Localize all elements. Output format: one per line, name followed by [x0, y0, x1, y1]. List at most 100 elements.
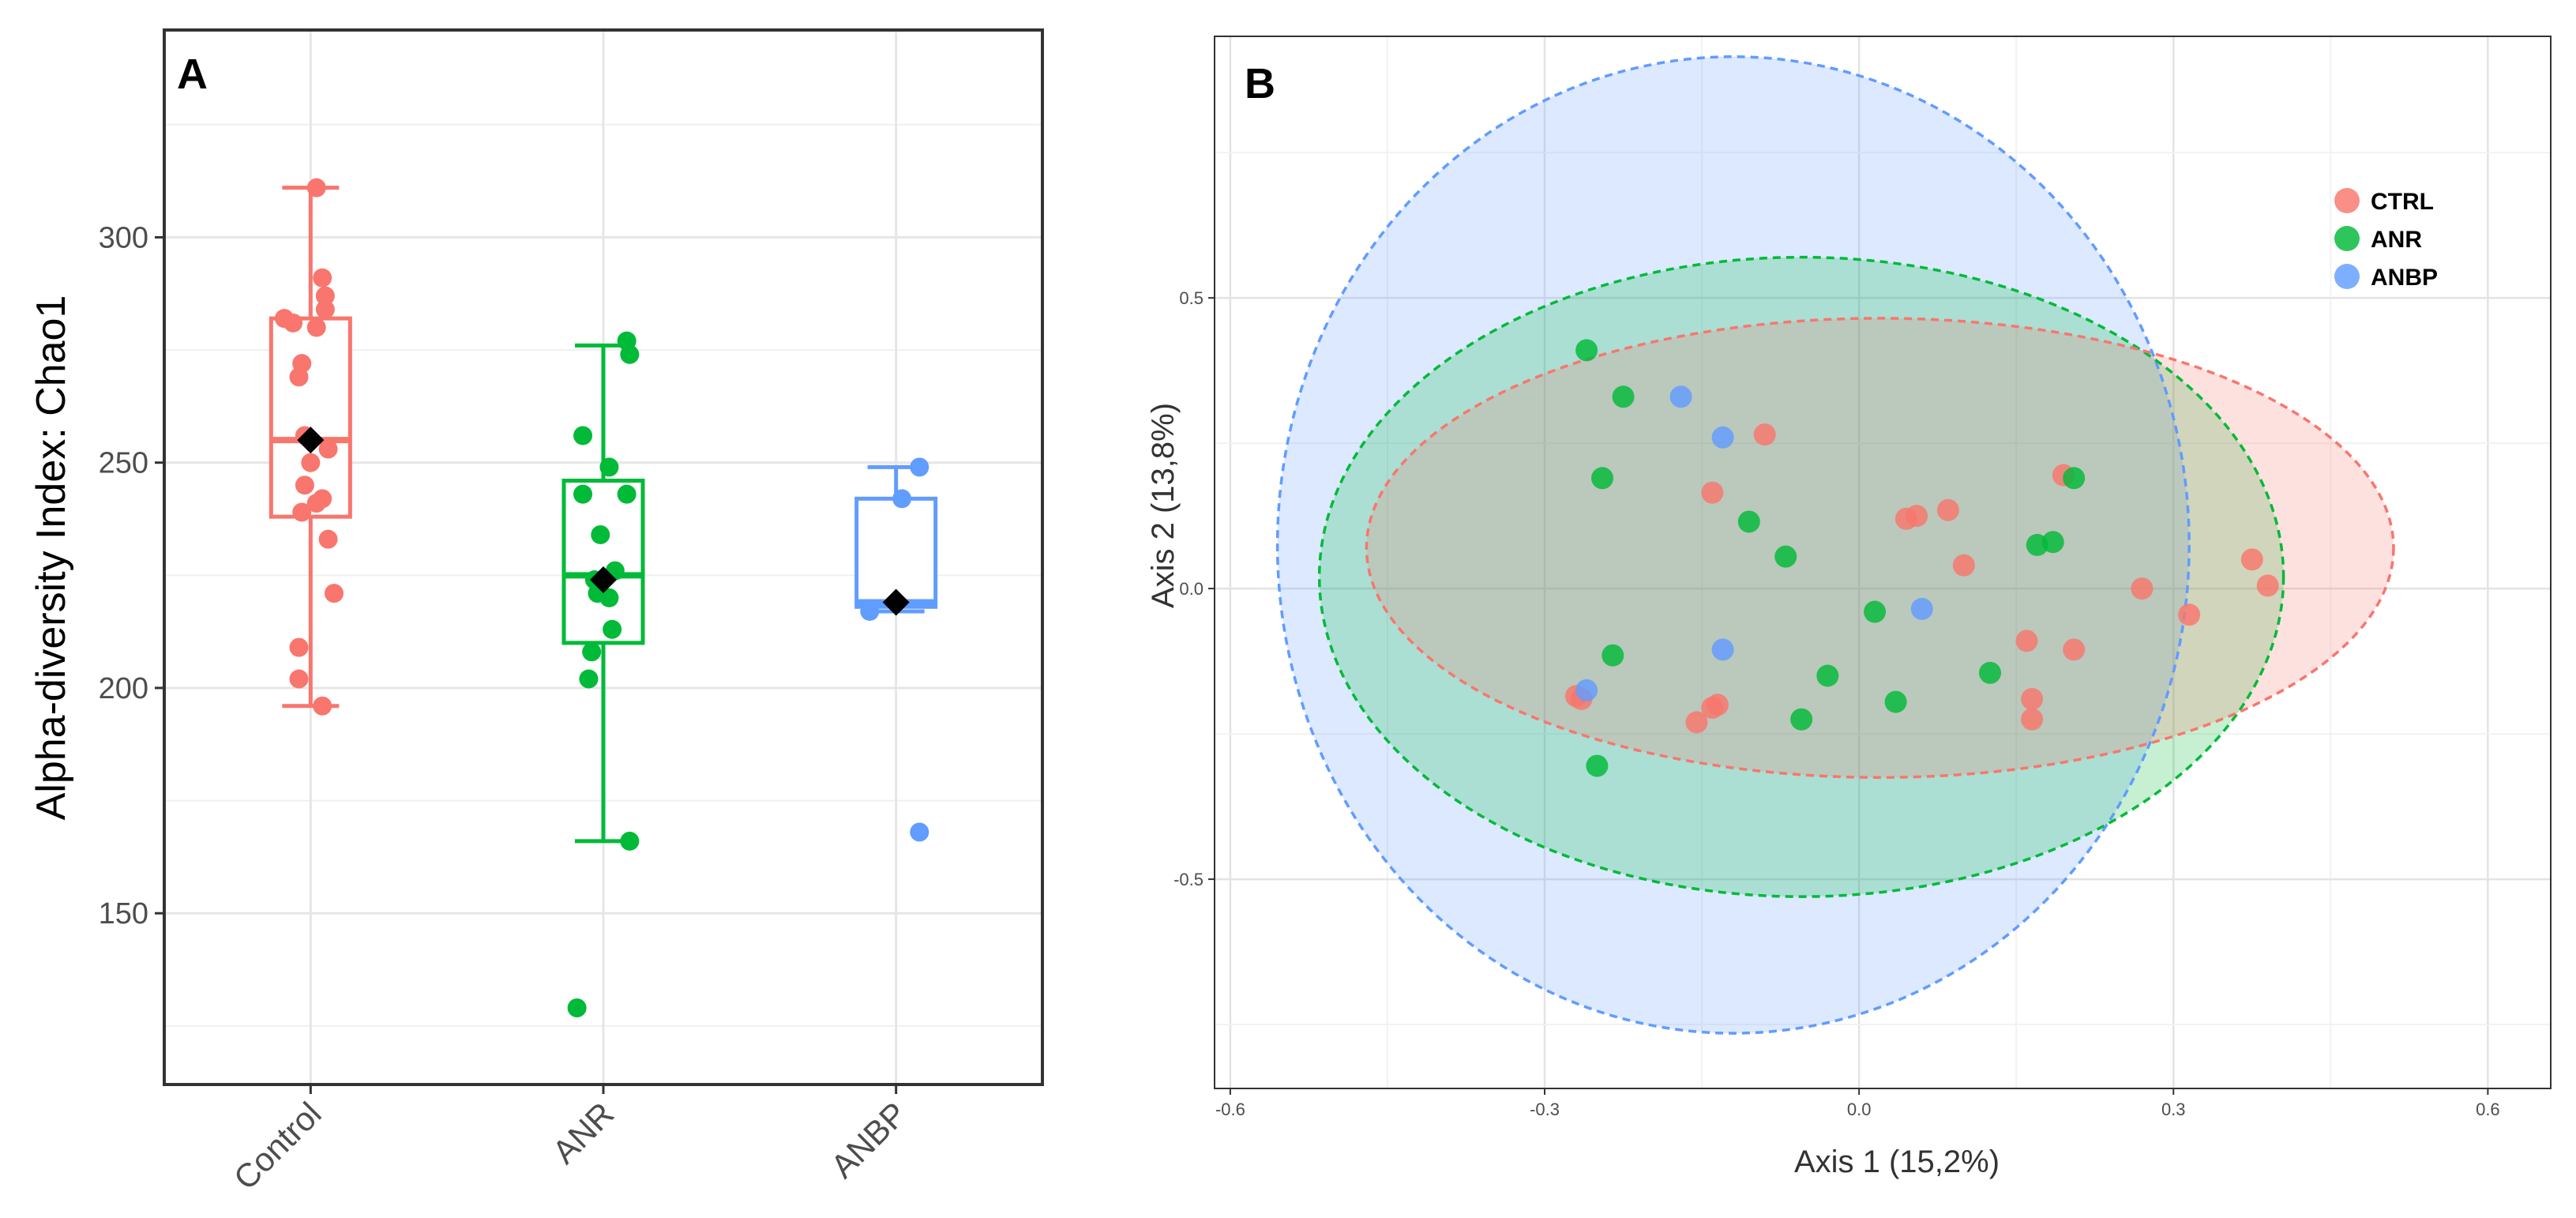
panel-a-point — [295, 476, 314, 495]
panel-b-border — [1214, 36, 2552, 1089]
panel-b-x-tick-label: -0.6 — [1215, 1100, 1245, 1119]
panel-b-y-tick-label: -0.5 — [1173, 870, 1204, 889]
panel-b-point-ctrl — [2015, 630, 2038, 652]
panel-b-ellipse-outline-anr — [1317, 255, 2285, 898]
panel-a-point — [289, 367, 309, 387]
panel-a-y-tick-label: 200 — [99, 672, 148, 705]
panel-b-point-anr — [2063, 467, 2086, 490]
panel-a-x-tick-label: ANBP — [824, 1095, 914, 1185]
panel-a-point — [306, 178, 326, 197]
panel-b-x-tick-label: 0.0 — [1847, 1100, 1872, 1119]
panel-b-point-ctrl — [2256, 574, 2279, 597]
panel-a-point — [620, 344, 640, 364]
panel-b-x-ticks: -0.6 -0.3 0.0 0.3 0.6 — [1215, 1088, 2500, 1119]
panel-b-ellipse-fill-anr — [1319, 257, 2284, 897]
panel-b-x-tick-label: -0.3 — [1530, 1100, 1560, 1119]
panel-a-point — [318, 439, 338, 459]
panel-b-legend: CTRL ANR ANBP — [2334, 188, 2438, 291]
panel-b-point-anr — [2041, 531, 2064, 554]
panel-a-point — [573, 484, 593, 504]
panel-b-legend-label-ctrl: CTRL — [2371, 189, 2434, 215]
panel-b-legend-key-anr — [2334, 226, 2360, 251]
panel-a-point — [289, 669, 309, 689]
panel-a-point — [599, 588, 619, 607]
panel-a-point — [292, 502, 312, 522]
panel-b-y-axis-label: Axis 2 (13,8%) — [1146, 403, 1181, 608]
panel-a-box-anr — [561, 343, 645, 844]
panel-b-ellipse-outline-anbp — [1275, 55, 2191, 1035]
panel-b-point-anr — [1591, 467, 1614, 490]
panel-b-point-anr — [1774, 545, 1797, 568]
panel-b-point-anr — [1816, 664, 1839, 687]
panel-a-box-body — [854, 496, 938, 609]
panel-b-letter: B — [1245, 60, 1275, 107]
panel-b-point-ctrl — [2021, 708, 2044, 731]
panel-a-point — [318, 529, 338, 549]
panel-b-point-anr — [1602, 644, 1624, 667]
panel-b-point-anbp — [1711, 426, 1734, 449]
panel-b-point-anbp — [1575, 679, 1598, 701]
panel-b-point-anr — [1612, 385, 1635, 408]
panel-b-point-ctrl — [1753, 423, 1776, 446]
panel-b-legend-key-anbp — [2334, 264, 2360, 289]
panel-a-mean-marker — [590, 566, 617, 594]
panel-a-point — [579, 669, 599, 689]
panel-a-letter: A — [177, 51, 208, 98]
panel-b-ellipse-outline-ctrl — [1365, 317, 2395, 780]
panel-a-point — [620, 831, 640, 851]
panel-b-legend-key-ctrl — [2334, 188, 2360, 213]
panel-a-box-anbp — [854, 464, 938, 614]
panel-b-point-ctrl — [2178, 603, 2201, 626]
panel-b-point-ctrl — [1685, 711, 1708, 734]
panel-a-x-tick-label: Control — [227, 1095, 329, 1197]
panel-b-point-anbp — [1669, 385, 1692, 408]
panel-b-point-ctrl — [2021, 687, 2044, 710]
panel-b-point-ctrl — [1936, 498, 1959, 521]
panel-b-x-axis-label: Axis 1 (15,2%) — [1794, 1145, 2000, 1179]
panel-b-ellipses — [1275, 55, 2395, 1035]
panel-a-y-tick-label: 250 — [99, 447, 148, 480]
panel-a-point — [582, 642, 602, 662]
panel-a-point — [617, 484, 636, 504]
panel-a-point — [284, 313, 303, 333]
panel-a-point — [301, 453, 321, 472]
panel-a-point — [313, 268, 332, 288]
panel-a-y-tick-label: 150 — [99, 897, 148, 930]
panel-b-points — [1564, 339, 2279, 777]
panel-b-x-tick-label: 0.3 — [2161, 1100, 2186, 1119]
panel-b-point-anr — [1790, 708, 1813, 731]
panel-b-gridlines — [1215, 36, 2551, 1088]
panel-a-point — [313, 696, 332, 716]
panel-a-point — [591, 524, 610, 544]
panel-b-point-anbp — [1910, 597, 1933, 620]
panel-b-point-anbp — [1711, 638, 1734, 661]
panel-b-point-anr — [1979, 661, 2002, 684]
panel-b-point-ctrl — [2240, 548, 2263, 571]
panel-a-mean-marker — [297, 427, 325, 454]
panel-b-point-anr — [1575, 339, 1598, 362]
panel-a-point — [860, 601, 880, 621]
panel-b-y-ticks: -0.5 0.0 0.5 — [1173, 288, 1215, 889]
panel-a-point — [315, 286, 335, 306]
panel-a-point — [573, 426, 593, 445]
panel-a-point — [910, 822, 929, 842]
panel-b-point-anr — [1884, 690, 1907, 713]
panel-a-point — [289, 637, 309, 657]
panel-b-legend-label-anr: ANR — [2371, 227, 2422, 253]
panel-b-point-anr — [1586, 754, 1609, 777]
panel-a-point — [324, 584, 344, 603]
panel-b-point-ctrl — [1701, 696, 1724, 719]
panel-a-x-ticks: Control ANR ANBP — [227, 1085, 914, 1197]
panel-b-ellipse-fill-anbp — [1277, 56, 2190, 1034]
panel-a-point — [892, 489, 912, 509]
panel-b-ellipse-fill-ctrl — [1366, 318, 2394, 778]
panel-b-legend-label-anbp: ANBP — [2371, 265, 2438, 291]
panel-a-mean-marker — [882, 588, 910, 616]
panel-a-box-body — [561, 479, 645, 645]
panel-b-plot-area — [1215, 36, 2551, 1088]
panel-a-point — [306, 494, 326, 513]
panel-b-y-tick-label: 0.0 — [1179, 579, 1204, 599]
panel-a-point — [306, 318, 326, 337]
panel-a-point — [315, 299, 335, 319]
